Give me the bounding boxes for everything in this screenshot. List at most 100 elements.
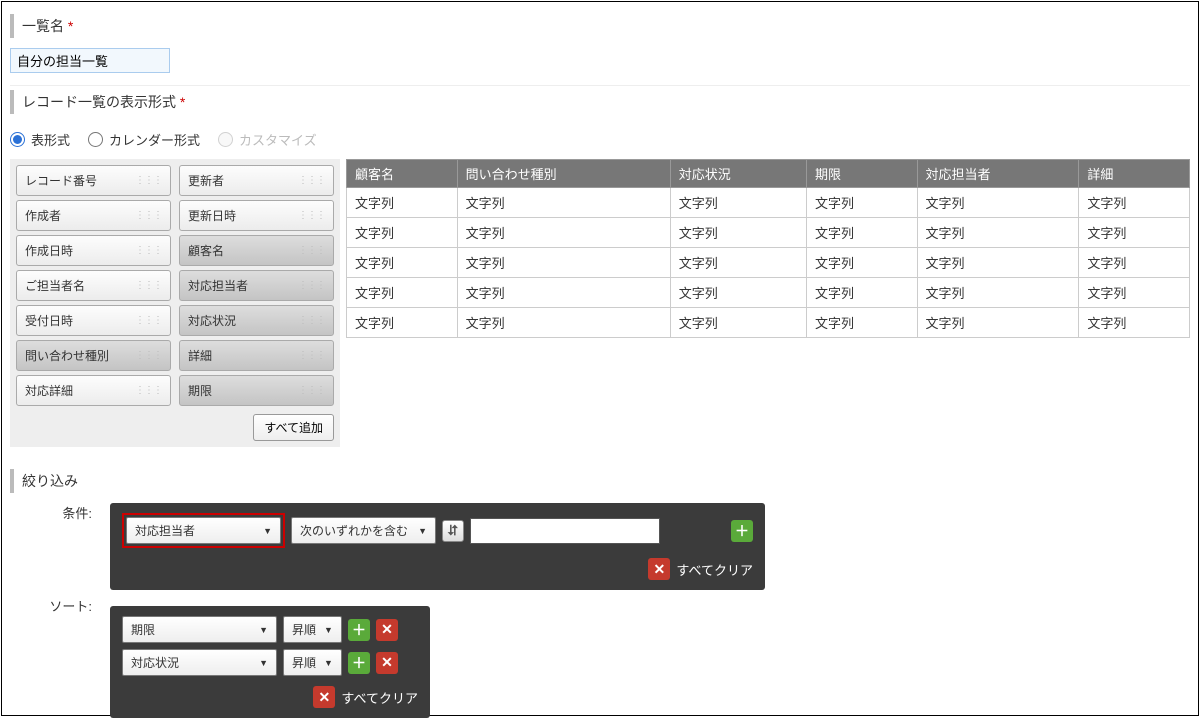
grid-cell: 文字列 [457,188,670,218]
field-pill[interactable]: 対応状況⋮⋮⋮ [179,305,334,336]
remove-sort-button[interactable]: ✕ [376,619,398,641]
grid-cell: 文字列 [670,248,806,278]
grid-header[interactable]: 期限 [806,160,917,188]
grip-icon: ⋮⋮⋮ [298,245,325,256]
sort-order-select[interactable]: 昇順▼ [283,649,342,676]
grip-icon: ⋮⋮⋮ [298,210,325,221]
clear-all-conditions-button[interactable]: ✕ [648,558,670,580]
grid-cell: 文字列 [347,308,458,338]
grip-icon: ⋮⋮⋮ [298,315,325,326]
radio-table-label: 表形式 [31,130,70,149]
sort-panel: 期限▼昇順▼＋✕対応状況▼昇順▼＋✕ ✕ すべてクリア [110,606,430,718]
field-pill[interactable]: 更新者⋮⋮⋮ [179,165,334,196]
section-filter-label: 絞り込み [22,473,78,489]
grid-cell: 文字列 [347,278,458,308]
sort-label: ソート: [10,596,100,615]
grid-cell: 文字列 [457,248,670,278]
radio-table[interactable]: 表形式 [10,130,70,149]
sort-field-value: 期限 [131,621,155,638]
radio-calendar[interactable]: カレンダー形式 [88,130,200,149]
grid-cell: 文字列 [1079,278,1190,308]
grid-header[interactable]: 対応担当者 [917,160,1079,188]
section-list-name-label: 一覧名 [22,18,64,34]
grip-icon: ⋮⋮⋮ [298,175,325,186]
sort-field-value: 対応状況 [131,654,179,671]
field-pill[interactable]: 問い合わせ種別⋮⋮⋮ [16,340,171,371]
sort-field-select[interactable]: 対応状況 ▼ [122,649,277,676]
sort-field-select[interactable]: 期限 ▼ [122,616,277,643]
grid-cell: 文字列 [917,188,1079,218]
grid-cell: 文字列 [917,248,1079,278]
grid-cell: 文字列 [347,218,458,248]
grid-cell: 文字列 [670,188,806,218]
field-pill-label: 対応担当者 [188,277,248,294]
filter-field-select[interactable]: 対応担当者 ▼ [126,517,281,544]
field-pill[interactable]: レコード番号⋮⋮⋮ [16,165,171,196]
add-condition-button[interactable]: ＋ [731,520,753,542]
grid-cell: 文字列 [917,308,1079,338]
grid-header[interactable]: 詳細 [1079,160,1190,188]
filter-label: 条件: [10,503,100,522]
field-pill-label: ご担当者名 [25,277,85,294]
field-pill[interactable]: 受付日時⋮⋮⋮ [16,305,171,336]
filter-operator-value: 次のいずれかを含む [300,522,408,539]
add-sort-button[interactable]: ＋ [348,652,370,674]
grid-cell: 文字列 [670,278,806,308]
radio-calendar-label: カレンダー形式 [109,130,200,149]
caret-down-icon: ▼ [263,526,272,536]
radio-calendar-input[interactable] [88,132,103,147]
field-pill[interactable]: 詳細⋮⋮⋮ [179,340,334,371]
caret-down-icon: ▼ [259,658,268,668]
caret-down-icon: ▼ [259,625,268,635]
filter-operator-select[interactable]: 次のいずれかを含む ▼ [291,517,436,544]
list-name-input[interactable] [10,48,170,73]
filter-panel: 対応担当者 ▼ 次のいずれかを含む ▼ ⮃ ＋ ✕ すべてクリア [110,503,765,590]
grid-cell: 文字列 [806,188,917,218]
sort-order-value: 昇順 [292,621,316,638]
grip-icon: ⋮⋮⋮ [135,385,162,396]
sort-order-select[interactable]: 昇順 ▼ [283,616,342,643]
add-all-button[interactable]: すべて追加 [253,414,334,441]
caret-down-icon: ▼ [324,625,333,635]
grid-cell: 文字列 [1079,188,1190,218]
highlight-box: 対応担当者 ▼ [122,513,285,548]
grid-cell: 文字列 [670,308,806,338]
grid-cell: 文字列 [347,188,458,218]
field-pill[interactable]: ご担当者名⋮⋮⋮ [16,270,171,301]
field-pill[interactable]: 期限 ⋮⋮⋮ [179,375,334,406]
grid-cell: 文字列 [457,308,670,338]
filter-value-input[interactable] [470,518,660,544]
grip-icon: ⋮⋮⋮ [135,175,162,186]
field-pill-label: 作成日時 [25,242,73,259]
filter-field-value: 対応担当者 [135,522,195,539]
grid-cell: 文字列 [1079,218,1190,248]
grip-icon: ⋮⋮⋮ [135,350,162,361]
field-pill[interactable]: 更新日時 ⋮⋮⋮ [179,200,334,231]
required-mark: * [180,94,185,110]
field-pill[interactable]: 対応詳細 ⋮⋮⋮ [16,375,171,406]
field-pill[interactable]: 作成者⋮⋮⋮ [16,200,171,231]
grid-header[interactable]: 問い合わせ種別 [457,160,670,188]
add-sort-button[interactable]: ＋ [348,619,370,641]
grid-cell: 文字列 [1079,308,1190,338]
field-pill-label: 更新日時 [188,207,236,224]
grid-cell: 文字列 [806,218,917,248]
section-view-type: レコード一覧の表示形式 * [10,90,1190,114]
grip-icon: ⋮⋮⋮ [298,385,325,396]
org-picker-button[interactable]: ⮃ [442,520,464,542]
field-pill-label: 対応詳細 [25,382,73,399]
radio-table-input[interactable] [10,132,25,147]
field-pill-label: 期限 [188,382,212,399]
caret-down-icon: ▼ [324,658,333,668]
grid-header[interactable]: 顧客名 [347,160,458,188]
field-pill[interactable]: 顧客名⋮⋮⋮ [179,235,334,266]
grid-header[interactable]: 対応状況 [670,160,806,188]
grid-cell: 文字列 [1079,248,1190,278]
remove-sort-button[interactable]: ✕ [376,652,398,674]
clear-all-sort-button[interactable]: ✕ [313,686,335,708]
grid-cell: 文字列 [806,308,917,338]
radio-custom-label: カスタマイズ [239,130,317,149]
field-pill[interactable]: 対応担当者⋮⋮⋮ [179,270,334,301]
field-pill[interactable]: 作成日時⋮⋮⋮ [16,235,171,266]
table-row: 文字列文字列文字列文字列文字列文字列 [347,248,1190,278]
